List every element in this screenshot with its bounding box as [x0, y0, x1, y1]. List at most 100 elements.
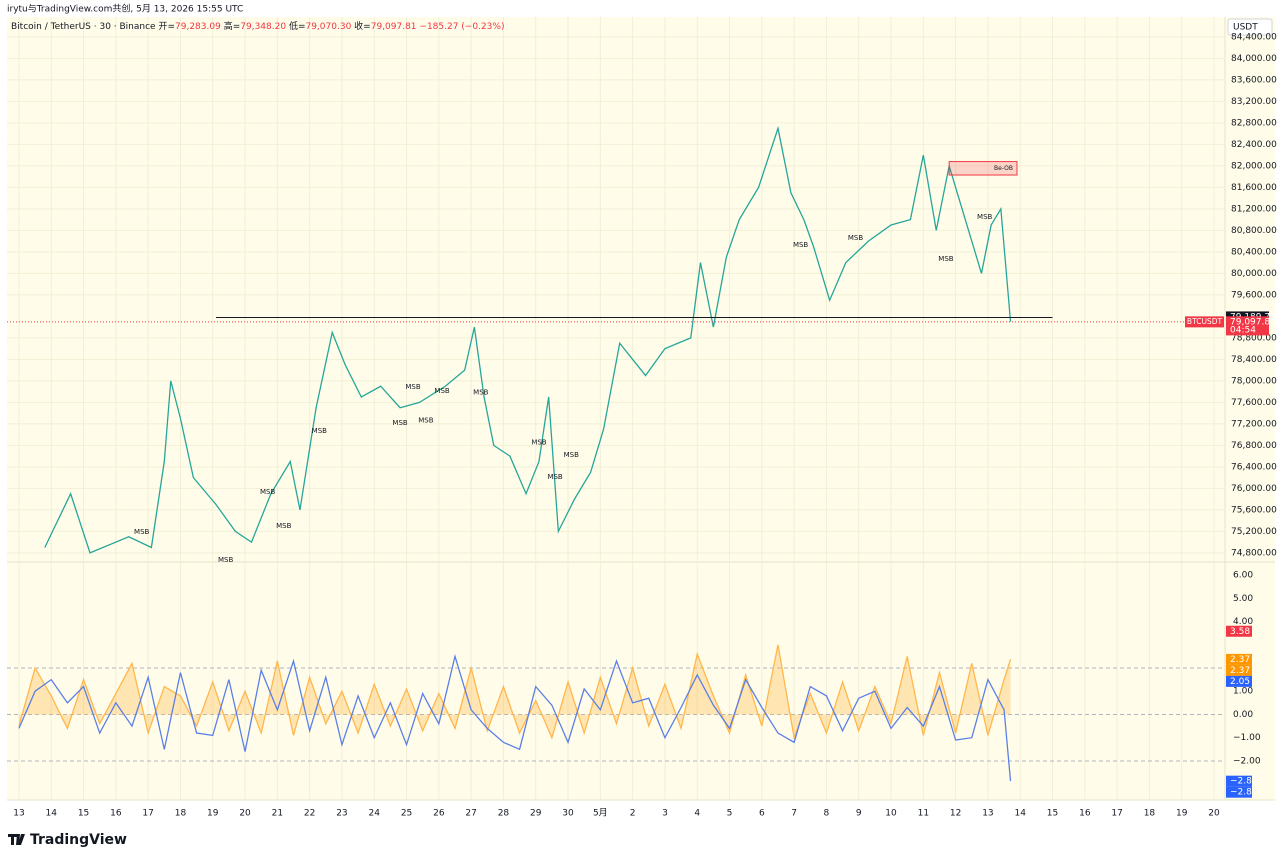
x-tick-label: 2 [630, 809, 636, 819]
line [18, 653, 1012, 782]
order-block-label: Be-OB [994, 165, 1013, 172]
y-tick-label: 77,200.00 [1231, 419, 1277, 429]
x-tick-label: 22 [304, 809, 315, 819]
price-pane: Be-OB MSB MSB MSB MSB MSB MSB MSB MSB MSB MSB MSB MS… [7, 17, 1225, 562]
x-tick-label: 13 [982, 809, 993, 819]
msb-label: MSB [392, 419, 407, 427]
msb-label: MSB [405, 383, 420, 391]
symbol-tag-text: BTCUSDT [1187, 317, 1223, 326]
line [18, 644, 1012, 741]
x-tick-label: 15 [78, 809, 89, 819]
y-tick-label: 1.00 [1233, 687, 1253, 697]
value-tag [1226, 653, 1252, 665]
y-tick-label: 81,600.00 [1231, 183, 1277, 193]
x-tick-label: 23 [336, 809, 347, 819]
x-tick-label: 8 [824, 809, 830, 819]
value-tag-text: 2.37 [1230, 666, 1250, 676]
x-tick-label: 20 [1208, 809, 1220, 819]
y-tick-label: −1.00 [1233, 733, 1261, 743]
ohlc-key: 收= [354, 20, 371, 32]
value-tag-text: −2.87 [1230, 777, 1258, 787]
msb-label: MSB [938, 255, 953, 263]
countdown: 04:54 [1230, 325, 1256, 335]
value-tag-text: 2.37 [1230, 655, 1250, 665]
msb-label: MSB [276, 522, 291, 530]
line [44, 125, 1012, 554]
currency-frame[interactable] [1227, 18, 1273, 36]
msb-label: MSB [434, 387, 449, 395]
ohlc-key: 高= [224, 20, 241, 32]
msb-label: MSB [260, 488, 275, 496]
value-tag-text: −2.87 [1230, 788, 1258, 798]
value-tag [1226, 664, 1252, 676]
ohlc-value: 79,070.30 [305, 22, 351, 32]
value-tag-text: 3.58 [1230, 627, 1250, 637]
currency[interactable]: USDT [1233, 23, 1258, 33]
footer: TradingView [30, 832, 127, 848]
x-tick-label: 16 [110, 809, 122, 819]
ohlc-key: 低= [289, 20, 306, 32]
y-tick-label: 77,600.00 [1231, 398, 1277, 408]
y-tick-label: 83,200.00 [1231, 97, 1277, 107]
x-tick-label: 26 [433, 809, 445, 819]
x-tick-label: 4 [694, 809, 700, 819]
msb-label: MSB [977, 213, 992, 221]
value-tag [1226, 775, 1252, 787]
order-block [948, 161, 1018, 176]
y-tick-label: 75,600.00 [1231, 505, 1277, 515]
y-tick-label: 84,000.00 [1231, 54, 1277, 64]
x-tick-label: 5 [727, 809, 733, 819]
ohlc-value: 79,097.81 [371, 22, 417, 32]
x-tick-label: 5月 [593, 808, 608, 819]
x-tick-label: 13 [13, 809, 24, 819]
change: −185.27 (−0.23%) [419, 22, 504, 32]
msb-label: MSB [531, 439, 546, 447]
logo-mark [8, 834, 25, 845]
chart-background [7, 17, 1275, 800]
y-tick-label: 82,400.00 [1231, 140, 1277, 150]
y-tick-label: 75,200.00 [1231, 527, 1277, 537]
ohlc-value: 79,348.20 [240, 22, 286, 32]
x-tick-label: 25 [401, 809, 412, 819]
value-tag-text: 2.05 [1230, 677, 1250, 687]
value-tag [1226, 786, 1252, 798]
x-tick-label: 9 [856, 809, 862, 819]
ohlc-value: 79,283.09 [175, 22, 221, 32]
x-tick-label: 27 [465, 809, 476, 819]
x-tick-label: 7 [791, 809, 797, 819]
y-tick-label: 83,600.00 [1231, 75, 1277, 85]
y-tick-label: 81,200.00 [1231, 204, 1277, 214]
msb-label: MSB [564, 451, 579, 459]
oscillator-pane [7, 562, 1225, 800]
symbol-tag [1185, 316, 1224, 328]
currency-box[interactable]: USDT [1227, 18, 1273, 36]
y-tick-label: 78,800.00 [1231, 333, 1277, 343]
y-tick-label: 0.00 [1233, 710, 1253, 720]
x-tick-label: 18 [175, 809, 187, 819]
legend: Bitcoin / TetherUS · 30 · Binance 开=79,2… [11, 20, 504, 32]
y-tick-label: 76,800.00 [1231, 441, 1277, 451]
x-tick-label: 19 [1176, 809, 1188, 819]
legend-title: Bitcoin / TetherUS · 30 · Binance [11, 22, 156, 32]
x-tick-label: 15 [1047, 809, 1058, 819]
y-tick-label: 78,400.00 [1231, 355, 1277, 365]
footer-logo: TradingView [8, 832, 127, 848]
x-tick-label: 17 [1111, 809, 1122, 819]
price-tag [1226, 316, 1269, 336]
header: irytu与TradingView.com共创, 5月 13, 2026 15:… [7, 3, 243, 15]
y-tick-label: −2.00 [1233, 756, 1261, 766]
x-tick-label: 18 [1144, 809, 1156, 819]
msb-label: MSB [848, 234, 863, 242]
y-tick-label: 80,000.00 [1231, 269, 1277, 279]
y-tick-label: 84,400.00 [1231, 32, 1277, 42]
y-tick-label: 80,800.00 [1231, 226, 1277, 236]
y-tick-label: 5.00 [1233, 594, 1253, 604]
x-tick-label: 10 [885, 809, 897, 819]
x-tick-label: 20 [239, 809, 251, 819]
y-tick-label: 76,000.00 [1231, 484, 1277, 494]
value-tag [1226, 675, 1252, 687]
y-tick-label: 78,000.00 [1231, 376, 1277, 386]
msb-label: MSB [312, 427, 327, 435]
msb-label: MSB [547, 473, 562, 481]
